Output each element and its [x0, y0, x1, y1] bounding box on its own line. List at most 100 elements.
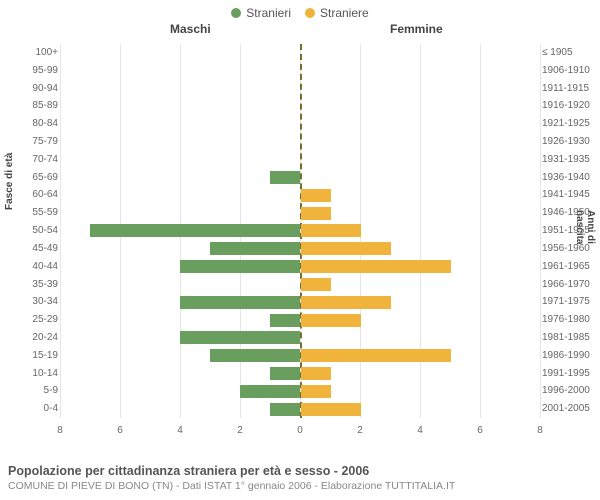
pyramid-row [60, 382, 540, 400]
bar-male [270, 171, 300, 184]
bar-male [90, 224, 300, 237]
birth-year-label: 1971-1975 [542, 293, 598, 311]
age-label: 70-74 [4, 151, 58, 169]
pyramid-row [60, 293, 540, 311]
x-tick-label: 4 [417, 425, 423, 436]
age-label: 10-14 [4, 365, 58, 383]
age-label: 65-69 [4, 169, 58, 187]
age-label: 60-64 [4, 186, 58, 204]
pyramid-row [60, 133, 540, 151]
bar-male [270, 314, 300, 327]
bar-male [210, 242, 300, 255]
x-tick-label: 6 [117, 425, 123, 436]
birth-year-label: 1996-2000 [542, 382, 598, 400]
age-label: 15-19 [4, 347, 58, 365]
bar-male [210, 349, 300, 362]
plot-area: 864202468 [60, 44, 540, 438]
bar-male [180, 331, 300, 344]
pyramid-row [60, 365, 540, 383]
birth-year-label: 1976-1980 [542, 311, 598, 329]
age-label: 75-79 [4, 133, 58, 151]
pyramid-row [60, 80, 540, 98]
birth-year-label: 1986-1990 [542, 347, 598, 365]
birth-year-label: ≤ 1905 [542, 44, 598, 62]
birth-year-label: 1966-1970 [542, 276, 598, 294]
birth-year-label: 1906-1910 [542, 62, 598, 80]
legend: Stranieri Straniere [0, 0, 600, 20]
x-tick-label: 8 [537, 425, 543, 436]
bar-female [301, 189, 331, 202]
x-tick-label: 8 [57, 425, 63, 436]
age-label: 85-89 [4, 97, 58, 115]
column-headers: Maschi Femmine [0, 20, 600, 38]
bar-female [301, 385, 331, 398]
birth-year-label: 1916-1920 [542, 97, 598, 115]
birth-year-label: 1931-1935 [542, 151, 598, 169]
plot-inner: 864202468 [60, 44, 540, 438]
bar-female [301, 403, 361, 416]
legend-swatch-female [305, 8, 315, 18]
header-male: Maschi [170, 22, 211, 36]
bar-male [270, 367, 300, 380]
pyramid-row [60, 115, 540, 133]
bar-female [301, 224, 361, 237]
age-label: 55-59 [4, 204, 58, 222]
chart-footer: Popolazione per cittadinanza straniera p… [8, 464, 455, 492]
age-label: 35-39 [4, 276, 58, 294]
x-tick-label: 2 [237, 425, 243, 436]
pyramid-row [60, 62, 540, 80]
bar-male [180, 260, 300, 273]
pyramid-row [60, 240, 540, 258]
age-label: 20-24 [4, 329, 58, 347]
birth-year-label: 1991-1995 [542, 365, 598, 383]
birth-year-label: 2001-2005 [542, 400, 598, 418]
bar-male [180, 296, 300, 309]
birth-year-label: 1961-1965 [542, 258, 598, 276]
chart-subtitle: COMUNE DI PIEVE DI BONO (TN) - Dati ISTA… [8, 480, 455, 492]
x-tick-label: 2 [357, 425, 363, 436]
bar-female [301, 242, 391, 255]
birth-year-label: 1946-1950 [542, 204, 598, 222]
age-label: 90-94 [4, 80, 58, 98]
birth-year-label: 1926-1930 [542, 133, 598, 151]
pyramid-row [60, 329, 540, 347]
legend-label-female: Straniere [320, 6, 369, 20]
pyramid-row [60, 311, 540, 329]
bar-female [301, 349, 451, 362]
pyramid-row [60, 276, 540, 294]
birth-year-label: 1911-1915 [542, 80, 598, 98]
age-label: 0-4 [4, 400, 58, 418]
birth-year-label: 1921-1925 [542, 115, 598, 133]
bar-female [301, 278, 331, 291]
legend-swatch-male [231, 8, 241, 18]
age-label: 5-9 [4, 382, 58, 400]
birth-year-label: 1956-1960 [542, 240, 598, 258]
x-tick-label: 4 [177, 425, 183, 436]
x-tick-label: 0 [297, 425, 303, 436]
birth-year-label: 1936-1940 [542, 169, 598, 187]
population-pyramid-chart: Stranieri Straniere Maschi Femmine Fasce… [0, 0, 600, 500]
legend-label-male: Stranieri [246, 6, 291, 20]
bar-male [270, 403, 300, 416]
birth-year-label: 1981-1985 [542, 329, 598, 347]
legend-item-male: Stranieri [231, 6, 291, 20]
pyramid-row [60, 97, 540, 115]
pyramid-row [60, 169, 540, 187]
bar-female [301, 260, 451, 273]
pyramid-row [60, 347, 540, 365]
bar-female [301, 296, 391, 309]
pyramid-row [60, 44, 540, 62]
age-label: 100+ [4, 44, 58, 62]
legend-item-female: Straniere [305, 6, 369, 20]
age-label: 95-99 [4, 62, 58, 80]
grid-line [540, 44, 541, 418]
pyramid-row [60, 222, 540, 240]
age-label: 80-84 [4, 115, 58, 133]
age-label: 40-44 [4, 258, 58, 276]
birth-year-label: 1951-1955 [542, 222, 598, 240]
birth-year-label: 1941-1945 [542, 186, 598, 204]
bar-female [301, 367, 331, 380]
bar-male [240, 385, 300, 398]
age-label: 50-54 [4, 222, 58, 240]
pyramid-row [60, 186, 540, 204]
